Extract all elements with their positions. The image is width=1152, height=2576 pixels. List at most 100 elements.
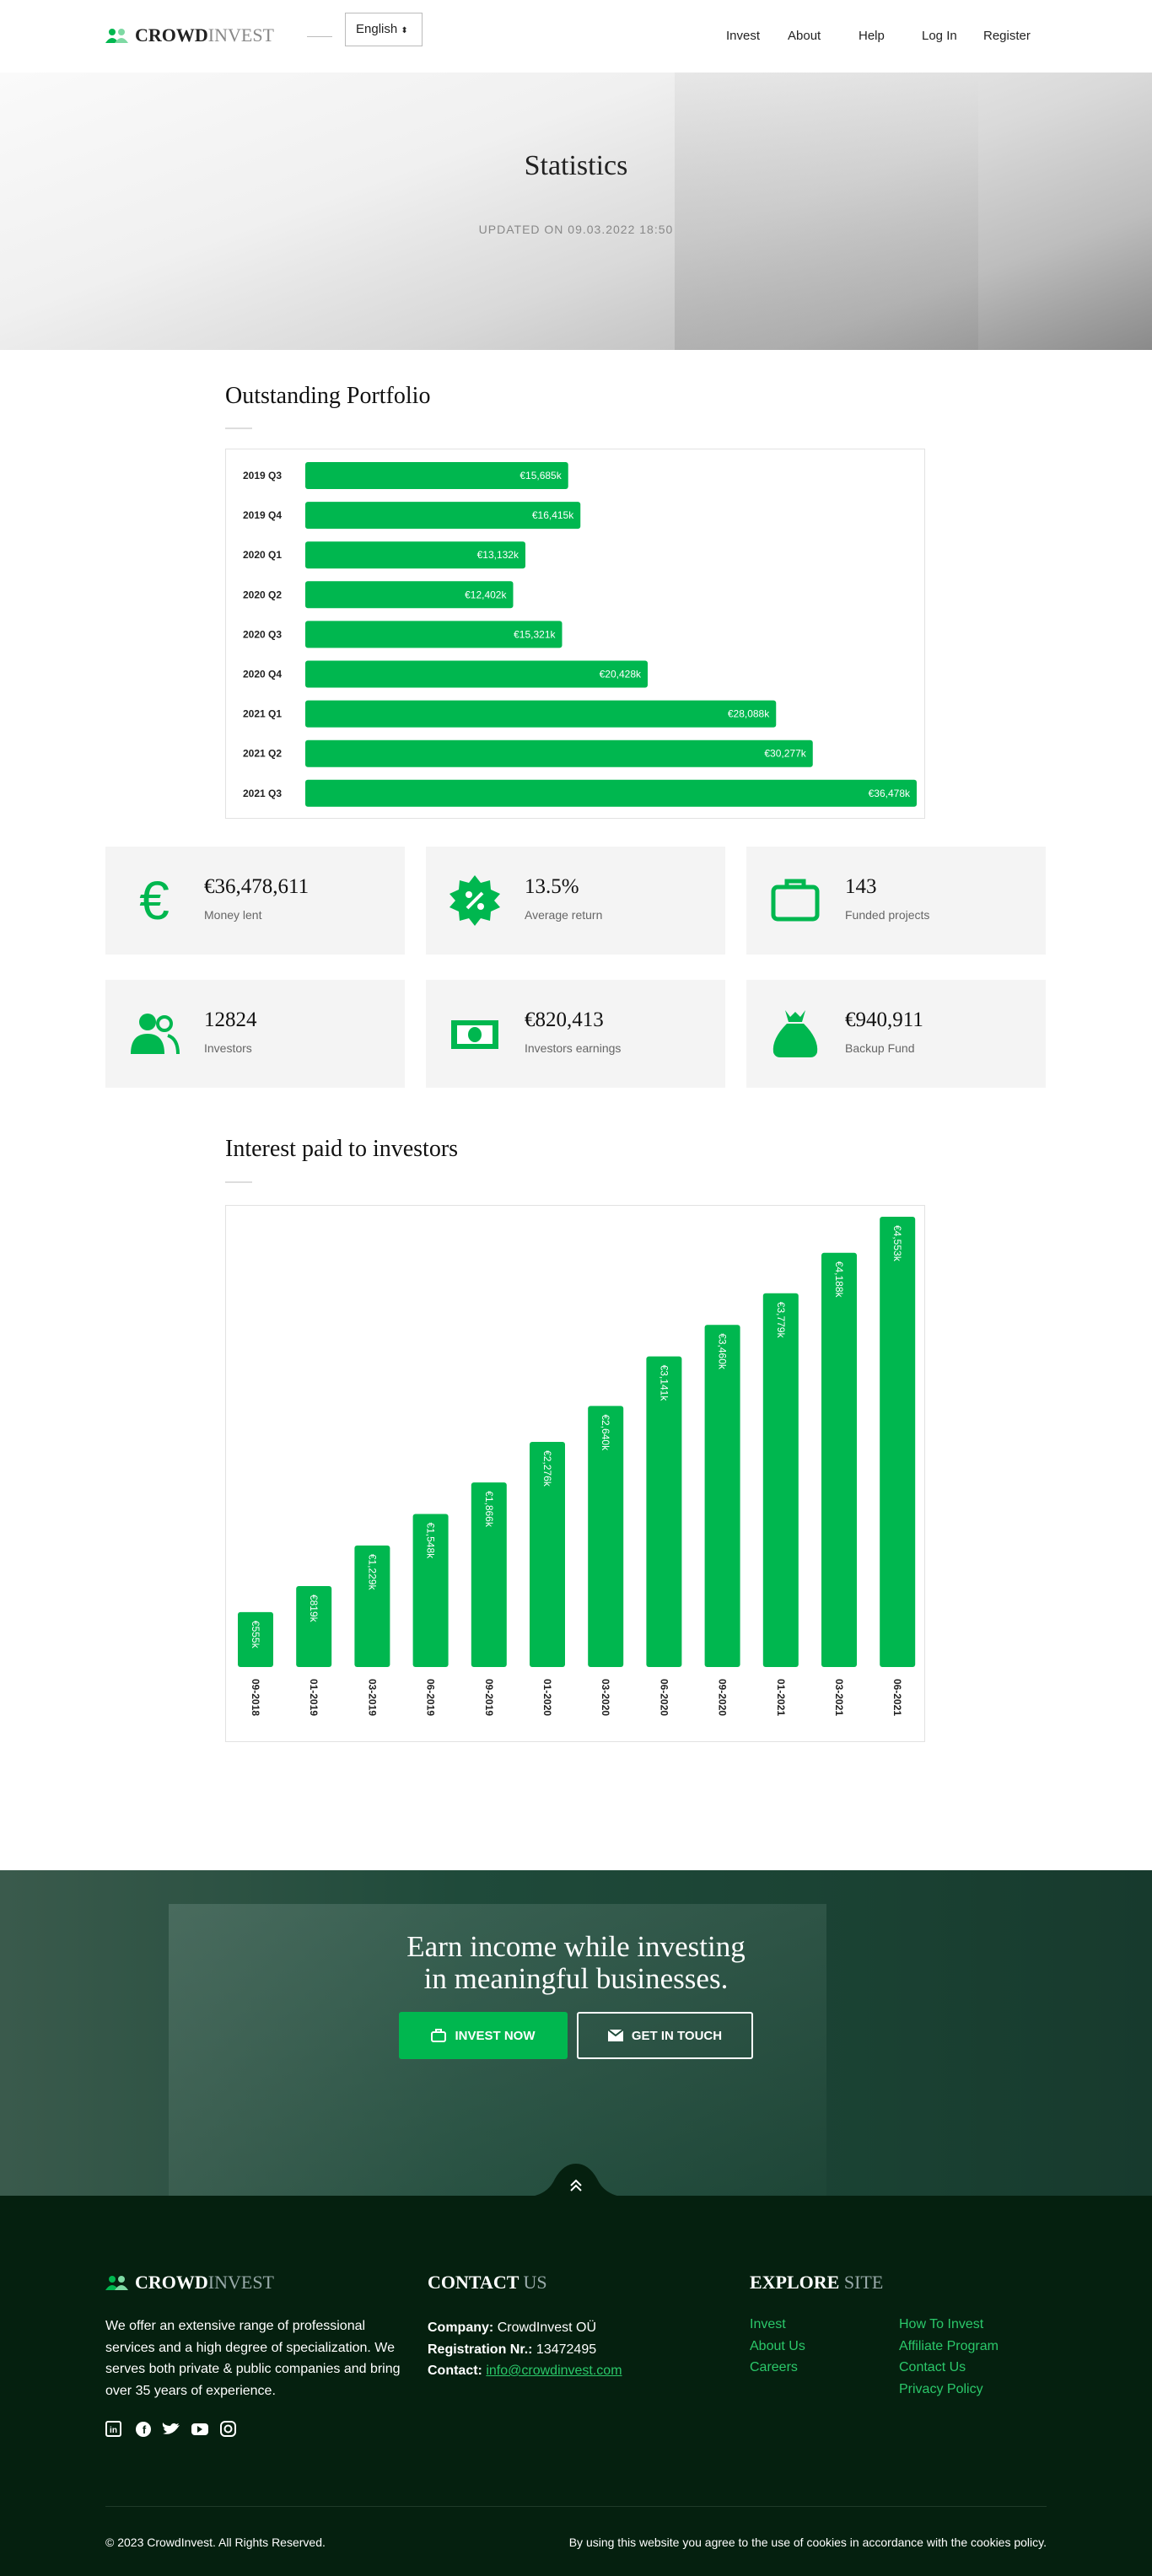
footer-heading: EXPLORE SITE xyxy=(750,2272,883,2294)
bar xyxy=(530,1442,565,1667)
contact-email[interactable]: info@crowdinvest.com xyxy=(486,2364,622,2378)
value-label: €16,415k xyxy=(532,509,574,521)
heading-part: EXPLORE xyxy=(750,2272,840,2293)
logo-icon xyxy=(105,2276,128,2290)
contact-button[interactable]: GET IN TOUCH xyxy=(577,2012,753,2059)
heading-part: SITE xyxy=(843,2272,884,2293)
value-label: €36,478k xyxy=(869,788,911,799)
footer-heading: CONTACT US xyxy=(428,2272,547,2294)
button-label: GET IN TOUCH xyxy=(631,2028,723,2043)
value-label: €819k xyxy=(308,1595,320,1623)
bar xyxy=(305,700,777,728)
y-tick-label: 2020 Q3 xyxy=(243,628,282,640)
value-label: €4,553k xyxy=(891,1225,903,1262)
contact-key: Company: xyxy=(428,2321,494,2335)
logo-light: INVEST xyxy=(207,24,274,46)
footer-link[interactable]: Affiliate Program xyxy=(899,2339,999,2353)
bar xyxy=(305,739,813,767)
bar xyxy=(296,1585,332,1667)
x-tick-label: 03-2021 xyxy=(833,1679,845,1716)
value-label: €1,229k xyxy=(366,1554,378,1591)
logo-light: INVEST xyxy=(207,2272,274,2293)
icon-users xyxy=(131,1014,180,1055)
value-label: €3,779k xyxy=(775,1302,787,1339)
bar xyxy=(305,581,514,609)
cta: Earn income while investing in meaningful… xyxy=(0,1870,1152,2197)
nav-link[interactable]: About xyxy=(788,29,821,43)
footer-link[interactable]: Privacy Policy xyxy=(899,2382,983,2396)
chart: €555k 09-2018 €819k 01-2019 €1,229k 03-2019 €1… xyxy=(238,1217,916,1716)
divider xyxy=(307,36,332,37)
y-tick-label: 2020 Q2 xyxy=(243,589,282,600)
value-label: €3,460k xyxy=(717,1333,729,1370)
footer: CROWDINVEST We offer an extensive range … xyxy=(0,2196,1152,2576)
hero-title: Statistics xyxy=(524,150,628,181)
contact-key: Contact: xyxy=(428,2364,482,2378)
footer-link[interactable]: Careers xyxy=(750,2360,798,2374)
icon xyxy=(431,2029,447,2042)
stat-value: 143 xyxy=(845,875,877,898)
invest-button[interactable]: INVEST NOW xyxy=(399,2012,568,2059)
svg-text:€: € xyxy=(139,875,170,926)
language-select[interactable]: English ⬍ xyxy=(345,13,423,46)
nav-link[interactable]: Log In xyxy=(922,29,957,43)
footer-link[interactable]: Invest xyxy=(750,2317,786,2331)
value-label: €3,141k xyxy=(658,1365,670,1402)
value-label: €30,277k xyxy=(764,748,806,760)
svg-text:in: in xyxy=(110,2426,117,2435)
contact-value: CrowdInvest OÜ xyxy=(497,2321,597,2335)
stat-value: €36,478,611 xyxy=(204,875,310,898)
title-rule xyxy=(225,428,252,429)
value-label: €1,548k xyxy=(425,1522,437,1559)
value-label: €2,640k xyxy=(600,1414,611,1451)
stat-value: 13.5% xyxy=(525,875,579,898)
logo-bold: CROWD xyxy=(135,24,208,46)
y-tick-label: 2021 Q3 xyxy=(243,788,282,799)
bar xyxy=(821,1252,857,1667)
logo[interactable]: CROWDINVEST xyxy=(135,24,274,46)
nav-link[interactable]: Register xyxy=(983,29,1031,43)
bar xyxy=(588,1406,624,1667)
bar xyxy=(704,1325,740,1667)
stat-value: €940,911 xyxy=(845,1008,923,1031)
chart-box: 2019 Q3 €15,685k 2019 Q4 €16,415k 2020 Q1 €13… xyxy=(225,449,925,819)
value-label: €555k xyxy=(250,1621,261,1649)
footer-link[interactable]: Contact Us xyxy=(899,2360,966,2374)
hero-shade xyxy=(675,73,978,350)
bar xyxy=(305,779,917,807)
y-tick-label: 2019 Q4 xyxy=(243,509,282,521)
bar xyxy=(305,462,568,489)
x-tick-label: 06-2019 xyxy=(425,1679,437,1716)
copyright: © 2023 CrowdInvest. All Rights Reserved. xyxy=(105,2536,326,2549)
logo[interactable]: CROWDINVEST xyxy=(135,2272,274,2294)
bar xyxy=(646,1356,682,1667)
stat-card: 13.5% Average return xyxy=(426,847,725,955)
stat-label: Money lent xyxy=(204,908,262,922)
stat-card: 143 Funded projects xyxy=(746,847,1046,955)
bar xyxy=(305,502,581,530)
footer-link[interactable]: How To Invest xyxy=(899,2317,984,2331)
icon-briefcase xyxy=(771,879,820,922)
hero-updated: UPDATED ON 09.03.2022 18:50 xyxy=(478,223,674,236)
chart: 2019 Q3 €15,685k 2019 Q4 €16,415k 2020 Q1 €13… xyxy=(243,462,917,807)
stat-card: € €36,478,611 Money lent xyxy=(105,847,405,955)
x-tick-label: 06-2020 xyxy=(658,1679,670,1716)
x-tick-label: 09-2019 xyxy=(483,1679,495,1716)
value-label: €28,088k xyxy=(728,708,770,720)
cta-line: Earn income while investing xyxy=(406,1930,746,1963)
x-tick-label: 03-2020 xyxy=(600,1679,611,1716)
icon-money xyxy=(451,1020,498,1049)
footer-link[interactable]: About Us xyxy=(750,2339,805,2353)
nav-link[interactable]: Invest xyxy=(726,29,761,43)
heading-part: US xyxy=(523,2272,547,2293)
stat-label: Investors earnings xyxy=(525,1041,622,1055)
stat-card: €940,911 Backup Fund xyxy=(746,980,1046,1088)
scroll-up[interactable] xyxy=(521,2164,631,2197)
contact-list: Company: CrowdInvest OÜ Registration Nr.… xyxy=(428,2317,622,2382)
value-label: €15,321k xyxy=(514,628,556,640)
bar xyxy=(354,1545,390,1667)
nav-link[interactable]: Help xyxy=(859,29,885,43)
stat-label: Backup Fund xyxy=(845,1041,915,1055)
bar xyxy=(305,541,525,569)
stat-label: Investors xyxy=(204,1041,252,1055)
